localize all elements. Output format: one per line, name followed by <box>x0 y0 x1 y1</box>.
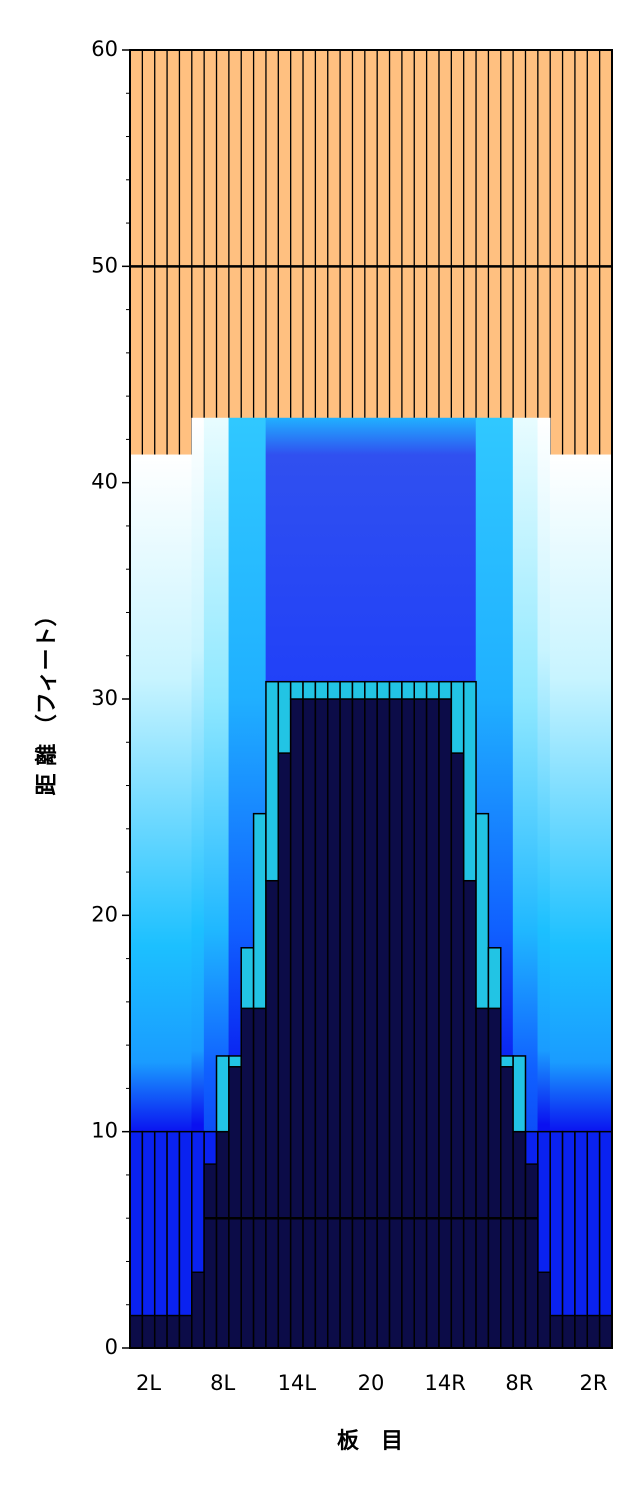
oil-bar <box>462 879 477 1349</box>
x-tick-label: 2R <box>579 1371 607 1395</box>
x-tick-label: 20 <box>358 1371 385 1395</box>
oil-bar <box>413 698 428 1349</box>
oil-bar <box>191 1271 205 1349</box>
x-tick-label: 14R <box>424 1371 465 1395</box>
oil-bar <box>326 698 341 1349</box>
oil-bar <box>450 752 465 1349</box>
oil-bar <box>166 1314 181 1349</box>
pattern-column <box>549 454 563 1348</box>
y-tick-label: 10 <box>91 1119 118 1143</box>
oil-top-bar <box>388 680 403 700</box>
oil-bar <box>302 698 317 1349</box>
y-tick-label: 60 <box>91 37 118 61</box>
oil-top-bar <box>364 680 378 700</box>
oil-top-bar <box>339 680 354 700</box>
oil-top-bar <box>500 1055 514 1068</box>
pattern-column <box>574 454 588 1348</box>
y-axis-title: 距 離 （フィート） <box>34 605 60 796</box>
oil-top-bar <box>314 680 329 700</box>
y-tick-label: 20 <box>91 902 118 926</box>
oil-bar <box>314 698 329 1349</box>
oil-top-bar <box>252 812 267 1010</box>
oil-bar <box>240 1007 255 1349</box>
oil-top-bar <box>228 1055 242 1068</box>
oil-top-bar <box>265 680 280 882</box>
pattern-column <box>586 454 600 1348</box>
x-tick-label: 2L <box>136 1371 161 1395</box>
y-tick-label: 30 <box>91 686 118 710</box>
oil-top-bar <box>462 680 477 882</box>
oil-top-bar <box>302 680 317 700</box>
pattern-column <box>142 454 156 1348</box>
oil-bar <box>487 1007 502 1349</box>
oil-bar <box>512 1130 527 1349</box>
oil-bar <box>574 1314 589 1349</box>
pattern-column <box>191 417 205 1348</box>
x-axis-title: 板 目 <box>337 1429 403 1454</box>
oil-bar <box>376 698 391 1349</box>
oil-bar <box>252 1007 267 1349</box>
pattern-column <box>203 417 217 1348</box>
oil-bar <box>586 1314 601 1349</box>
oil-top-bar <box>351 680 366 700</box>
pattern-column <box>166 454 180 1348</box>
oil-top-bar <box>475 812 490 1010</box>
oil-bar <box>500 1066 514 1349</box>
oil-top-bar <box>289 680 304 700</box>
oil-bar <box>475 1007 490 1349</box>
oil-bar <box>401 698 416 1349</box>
pattern-column <box>537 417 551 1348</box>
oil-bar <box>351 698 366 1349</box>
oil-bar <box>178 1314 193 1349</box>
pattern-column <box>562 454 576 1348</box>
oil-top-bar <box>450 680 465 754</box>
y-tick-label: 40 <box>91 470 118 494</box>
oil-bar <box>277 752 292 1349</box>
oil-top-bar <box>215 1055 230 1133</box>
pattern-column <box>129 454 143 1348</box>
oil-bar <box>364 698 378 1349</box>
oil-bar <box>203 1163 218 1349</box>
oil-top-bar <box>376 680 391 700</box>
oil-bar <box>289 698 304 1349</box>
y-tick-label: 50 <box>91 253 118 277</box>
oil-top-bar <box>487 947 502 1010</box>
oil-bar <box>141 1314 156 1349</box>
oil-bar <box>425 698 440 1349</box>
oil-top-bar <box>277 680 292 754</box>
oil-top-bar <box>413 680 428 700</box>
oil-top-bar <box>401 680 416 700</box>
oil-bar <box>388 698 403 1349</box>
y-tick-label: 0 <box>105 1335 118 1359</box>
oil-top-bar <box>326 680 341 700</box>
oil-top-bar <box>240 947 255 1010</box>
pattern-column <box>599 454 613 1348</box>
oil-top-bar <box>425 680 440 700</box>
oil-bar <box>339 698 354 1349</box>
x-tick-label: 14L <box>278 1371 317 1395</box>
oil-bar <box>438 698 453 1349</box>
oil-bar <box>215 1130 230 1349</box>
oil-bar <box>265 879 280 1349</box>
oil-bar <box>537 1271 551 1349</box>
oil-top-bar <box>438 680 453 700</box>
oil-bar <box>561 1314 576 1349</box>
oil-bar <box>228 1066 242 1349</box>
oil-bar <box>129 1314 144 1349</box>
oil-bar <box>524 1163 539 1349</box>
oil-bar <box>598 1314 613 1349</box>
pattern-column <box>179 454 193 1348</box>
oil-bar <box>549 1314 564 1349</box>
x-tick-label: 8L <box>210 1371 235 1395</box>
oil-bar <box>153 1314 168 1349</box>
oil-top-bar <box>512 1055 527 1133</box>
x-tick-label: 8R <box>505 1371 533 1395</box>
pattern-column <box>154 454 168 1348</box>
pattern-column <box>525 417 539 1348</box>
